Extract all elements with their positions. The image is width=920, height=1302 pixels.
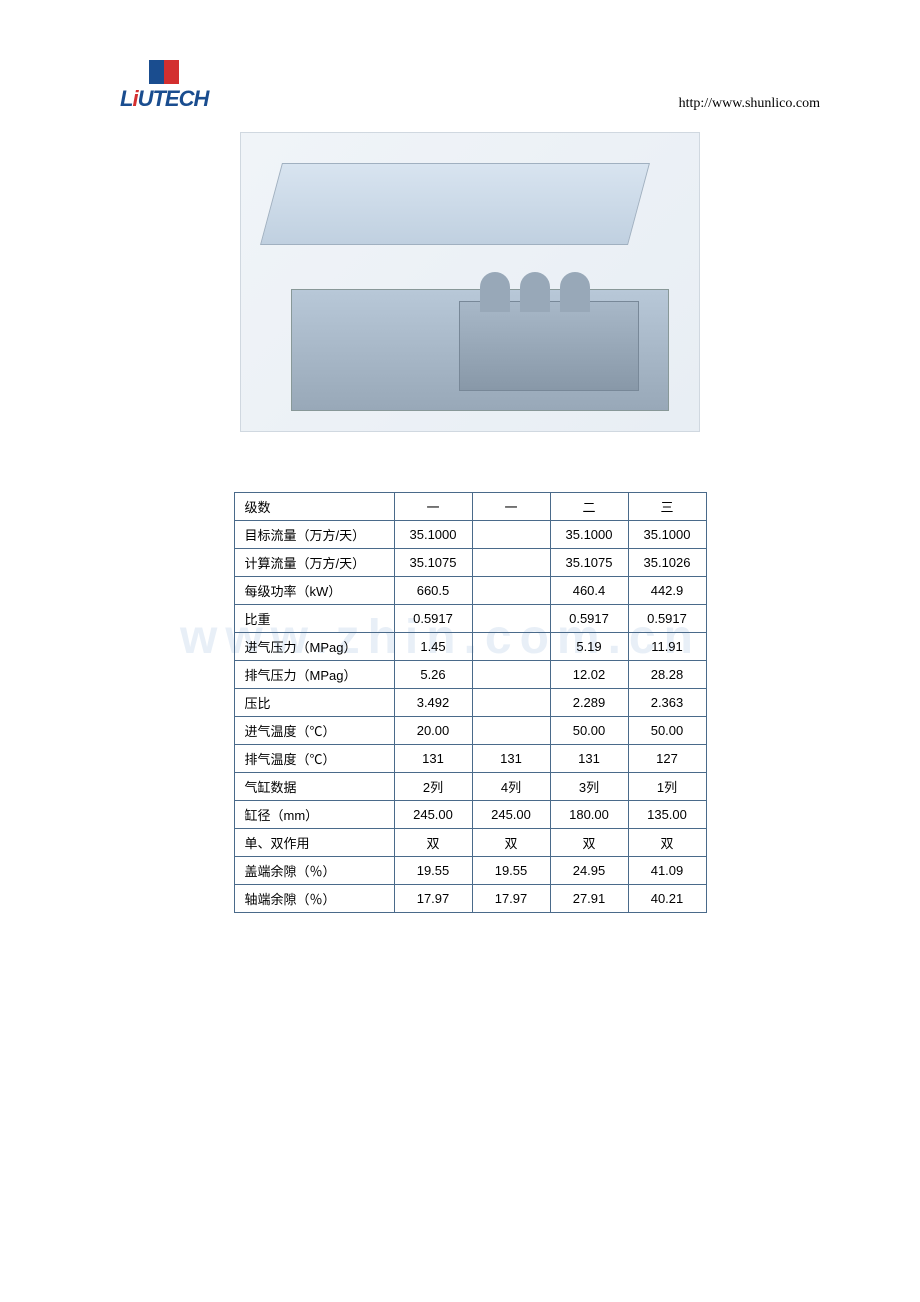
cell-value: 135.00 [628, 801, 706, 829]
cell-value: 460.4 [550, 577, 628, 605]
cell-value: 双 [550, 829, 628, 857]
cell-value: 1.45 [394, 633, 472, 661]
cell-value [472, 521, 550, 549]
cell-value: 35.1000 [394, 521, 472, 549]
cell-label: 缸径（mm） [234, 801, 394, 829]
table-row: 级数 一 一 二 三 [234, 493, 706, 521]
cell-value: 180.00 [550, 801, 628, 829]
cell-label: 计算流量（万方/天） [234, 549, 394, 577]
logo: LiUTECH [120, 60, 208, 112]
cell-label: 单、双作用 [234, 829, 394, 857]
logo-icon [149, 60, 179, 84]
cell-value [472, 689, 550, 717]
cell-value: 双 [394, 829, 472, 857]
cell-value: 50.00 [628, 717, 706, 745]
cell-value: 0.5917 [628, 605, 706, 633]
cell-value [472, 661, 550, 689]
logo-text: LiUTECH [120, 86, 208, 112]
table-row: 排气压力（MPag） 5.26 12.02 28.28 [234, 661, 706, 689]
cell-value: 12.02 [550, 661, 628, 689]
table-row: 轴端余隙（％） 17.97 17.97 27.91 40.21 [234, 885, 706, 913]
cell-value: 35.1026 [628, 549, 706, 577]
cell-label: 比重 [234, 605, 394, 633]
cell-value: 一 [394, 493, 472, 521]
table-row: 目标流量（万方/天） 35.1000 35.1000 35.1000 [234, 521, 706, 549]
cell-value: 三 [628, 493, 706, 521]
cell-label: 气缸数据 [234, 773, 394, 801]
cell-value: 17.97 [394, 885, 472, 913]
cell-value: 5.19 [550, 633, 628, 661]
cell-value: 0.5917 [550, 605, 628, 633]
cell-label: 进气压力（MPag） [234, 633, 394, 661]
cell-value: 双 [472, 829, 550, 857]
cell-value: 35.1000 [550, 521, 628, 549]
cell-value: 41.09 [628, 857, 706, 885]
cell-value: 35.1075 [550, 549, 628, 577]
cell-value: 2.363 [628, 689, 706, 717]
cell-label: 压比 [234, 689, 394, 717]
cell-value: 442.9 [628, 577, 706, 605]
cell-value: 40.21 [628, 885, 706, 913]
site-url: http://www.shunlico.com [679, 96, 820, 112]
cell-value: 131 [472, 745, 550, 773]
page-header: LiUTECH http://www.shunlico.com [120, 60, 820, 112]
cell-value: 一 [472, 493, 550, 521]
compressor-unit [459, 301, 639, 391]
cell-label: 排气温度（℃） [234, 745, 394, 773]
compressor-diagram [240, 132, 700, 432]
table-row: 进气温度（℃） 20.00 50.00 50.00 [234, 717, 706, 745]
table-row: 压比 3.492 2.289 2.363 [234, 689, 706, 717]
cell-label: 级数 [234, 493, 394, 521]
cell-label: 每级功率（kW） [234, 577, 394, 605]
cell-value [472, 549, 550, 577]
cell-value: 1列 [628, 773, 706, 801]
cell-label: 盖端余隙（％） [234, 857, 394, 885]
cell-value: 245.00 [472, 801, 550, 829]
cell-value: 19.55 [394, 857, 472, 885]
table-row: 排气温度（℃） 131 131 131 127 [234, 745, 706, 773]
cell-value: 17.97 [472, 885, 550, 913]
cell-label: 轴端余隙（％） [234, 885, 394, 913]
cell-value: 4列 [472, 773, 550, 801]
cell-value: 20.00 [394, 717, 472, 745]
cell-value: 11.91 [628, 633, 706, 661]
cell-value [472, 605, 550, 633]
cell-value: 131 [550, 745, 628, 773]
cell-value: 5.26 [394, 661, 472, 689]
table-row: 每级功率（kW） 660.5 460.4 442.9 [234, 577, 706, 605]
cell-value: 127 [628, 745, 706, 773]
table-row: 盖端余隙（％） 19.55 19.55 24.95 41.09 [234, 857, 706, 885]
spec-table: 级数 一 一 二 三 目标流量（万方/天） 35.1000 35.1000 35… [234, 492, 707, 913]
cell-value: 19.55 [472, 857, 550, 885]
cell-value [472, 577, 550, 605]
cell-value: 0.5917 [394, 605, 472, 633]
cell-value: 2列 [394, 773, 472, 801]
cell-value: 二 [550, 493, 628, 521]
table-row: 比重 0.5917 0.5917 0.5917 [234, 605, 706, 633]
table-body: 级数 一 一 二 三 目标流量（万方/天） 35.1000 35.1000 35… [234, 493, 706, 913]
cell-value [472, 633, 550, 661]
cell-value: 35.1075 [394, 549, 472, 577]
cell-label: 进气温度（℃） [234, 717, 394, 745]
cell-value: 28.28 [628, 661, 706, 689]
cell-value: 2.289 [550, 689, 628, 717]
cell-value: 35.1000 [628, 521, 706, 549]
cell-value: 3列 [550, 773, 628, 801]
cell-label: 目标流量（万方/天） [234, 521, 394, 549]
cell-value: 27.91 [550, 885, 628, 913]
table-row: 气缸数据 2列 4列 3列 1列 [234, 773, 706, 801]
cell-value: 660.5 [394, 577, 472, 605]
table-row: 单、双作用 双 双 双 双 [234, 829, 706, 857]
table-row: 缸径（mm） 245.00 245.00 180.00 135.00 [234, 801, 706, 829]
cell-value [472, 717, 550, 745]
cell-label: 排气压力（MPag） [234, 661, 394, 689]
table-row: 进气压力（MPag） 1.45 5.19 11.91 [234, 633, 706, 661]
table-row: 计算流量（万方/天） 35.1075 35.1075 35.1026 [234, 549, 706, 577]
cell-value: 3.492 [394, 689, 472, 717]
cell-value: 245.00 [394, 801, 472, 829]
cell-value: 24.95 [550, 857, 628, 885]
cell-value: 131 [394, 745, 472, 773]
cell-value: 双 [628, 829, 706, 857]
cell-value: 50.00 [550, 717, 628, 745]
